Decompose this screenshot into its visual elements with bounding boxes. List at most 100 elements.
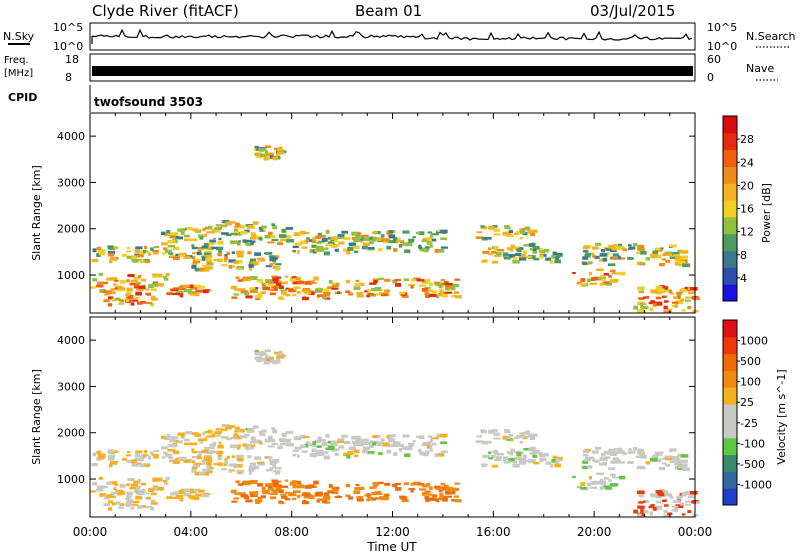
power-echo <box>325 243 334 247</box>
cpid-value: twofsound 3503 <box>94 95 203 109</box>
velocity-echo <box>289 482 296 486</box>
x-axis-label: Time UT <box>366 540 417 554</box>
power-echo <box>224 256 229 260</box>
velocity-echo <box>657 492 665 497</box>
power-echo <box>582 256 589 260</box>
velocity-echo <box>440 482 446 486</box>
power-echo <box>394 278 401 282</box>
velocity-echo <box>616 450 625 454</box>
power-echo <box>361 234 369 238</box>
velocity-echo <box>213 431 221 435</box>
velocity-echo <box>251 438 257 443</box>
velocity-echo <box>675 459 682 464</box>
power-echo <box>510 244 515 249</box>
power-echo <box>438 249 445 253</box>
velocity-echo <box>92 482 98 486</box>
velocity-echo <box>234 429 240 433</box>
power-echo <box>169 235 176 239</box>
velocity-echo <box>515 457 522 461</box>
power-echo <box>681 309 686 312</box>
colorbar-tick-label: 20 <box>740 179 754 192</box>
velocity-echo <box>327 440 333 444</box>
power-echo <box>194 229 200 232</box>
power-echo <box>298 232 302 236</box>
power-echo <box>211 229 215 234</box>
power-echo <box>125 250 132 253</box>
power-echo <box>383 290 389 293</box>
velocity-echo <box>250 444 256 447</box>
power-echo <box>199 267 205 272</box>
power-echo <box>655 286 663 290</box>
power-echo <box>199 236 204 240</box>
power-echo <box>292 286 301 289</box>
power-echo <box>258 226 262 230</box>
power-echo <box>217 226 223 230</box>
velocity-echo <box>344 441 351 445</box>
power-echo <box>554 259 561 264</box>
velocity-echo <box>674 462 682 466</box>
velocity-echo <box>153 455 159 459</box>
velocity-echo <box>300 444 307 449</box>
x-tick-label: 00:00 <box>678 525 713 539</box>
velocity-echo <box>632 447 638 451</box>
velocity-echo <box>229 469 235 472</box>
velocity-echo <box>428 444 433 449</box>
power-echo <box>331 238 338 243</box>
power-echo <box>662 258 667 261</box>
velocity-echo <box>147 456 152 460</box>
power-echo <box>589 282 598 285</box>
velocity-echo <box>126 459 135 463</box>
power-echo <box>268 281 273 285</box>
power-echo <box>622 248 628 252</box>
power-echo <box>585 252 592 256</box>
velocity-echo <box>519 440 523 444</box>
velocity-echo <box>175 457 179 461</box>
velocity-echo <box>132 500 140 504</box>
velocity-echo <box>665 464 671 467</box>
velocity-echo <box>163 482 169 485</box>
power-echo <box>660 247 664 250</box>
velocity-echo <box>194 433 200 436</box>
power-echo <box>582 262 588 265</box>
power-echo <box>311 239 317 244</box>
power-echo <box>151 249 159 252</box>
power-echo <box>155 273 163 278</box>
power-echo <box>271 275 279 278</box>
power-echo <box>351 231 358 236</box>
power-echo <box>599 282 604 287</box>
velocity-echo <box>249 462 257 466</box>
power-echo <box>418 244 422 249</box>
velocity-echo <box>337 438 345 441</box>
power-echo <box>264 150 269 155</box>
velocity-echo <box>410 482 417 486</box>
power-echo <box>140 278 147 282</box>
velocity-echo <box>426 445 431 449</box>
power-echo <box>233 230 239 234</box>
velocity-echo <box>225 437 232 441</box>
power-echo <box>441 282 448 285</box>
nsky-top: 10^5 <box>53 21 83 34</box>
freq-top: 18 <box>65 53 79 66</box>
velocity-echo <box>263 361 268 365</box>
power-echo <box>598 276 607 279</box>
power-echo <box>233 293 240 296</box>
power-echo <box>505 231 512 236</box>
velocity-echo <box>327 490 335 494</box>
velocity-echo <box>217 430 223 434</box>
power-echo <box>253 288 258 292</box>
velocity-echo <box>259 432 264 436</box>
velocity-echo <box>201 461 206 465</box>
velocity-echo <box>332 448 340 451</box>
velocity-echo <box>92 452 97 457</box>
velocity-echo <box>126 491 133 496</box>
y-tick-label: 2000 <box>57 223 85 236</box>
power-echo <box>183 255 191 259</box>
power-echo <box>662 253 666 257</box>
power-echo <box>331 284 339 288</box>
power-echo <box>244 292 250 296</box>
velocity-echo <box>301 500 309 505</box>
velocity-echo <box>649 511 653 516</box>
velocity-echo <box>110 450 119 454</box>
power-echo <box>572 271 576 275</box>
velocity-echo <box>684 503 691 506</box>
